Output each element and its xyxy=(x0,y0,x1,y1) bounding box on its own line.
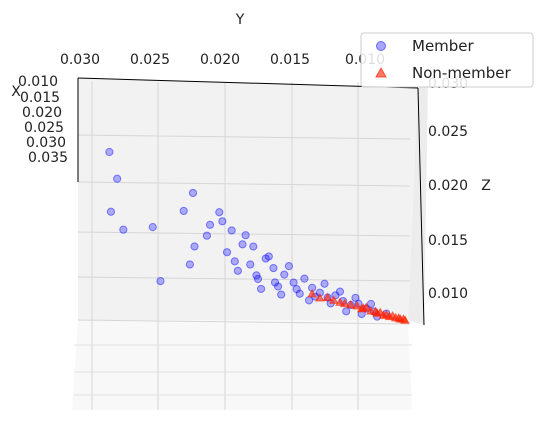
member-point xyxy=(241,231,250,240)
data-points xyxy=(105,147,410,324)
member-point xyxy=(320,279,329,288)
x-tick-label: 0.025 xyxy=(24,120,64,136)
x-tick-label: 0.035 xyxy=(28,150,68,166)
nonmember-point xyxy=(370,306,381,315)
member-point xyxy=(264,252,273,261)
member-point xyxy=(289,278,298,287)
floor-pane xyxy=(72,320,412,410)
member-point xyxy=(295,289,304,298)
x-axis-label: X xyxy=(11,84,21,100)
member-point xyxy=(246,260,255,269)
member-point xyxy=(256,284,266,294)
member-point xyxy=(218,217,227,226)
member-point xyxy=(269,263,278,273)
nonmember-point xyxy=(322,292,333,302)
y-tick-label: 0.025 xyxy=(130,52,170,68)
z-tick-label: 0.015 xyxy=(428,233,468,249)
member-point xyxy=(277,290,286,299)
member-point xyxy=(270,278,280,287)
x-tick-label: 0.010 xyxy=(18,74,58,90)
member-point xyxy=(227,226,236,235)
member-point xyxy=(179,206,188,216)
member-point xyxy=(261,254,270,263)
legend-nonmember-marker xyxy=(375,66,387,78)
legend-nonmember-label: Non-member xyxy=(412,64,512,82)
z-axis-label: Z xyxy=(481,178,491,194)
member-point xyxy=(188,188,198,198)
member-point xyxy=(105,147,114,157)
member-point xyxy=(300,274,309,283)
member-point xyxy=(253,274,263,284)
y-tick-label: 0.030 xyxy=(60,52,100,68)
x-tick-label: 0.030 xyxy=(26,135,66,151)
member-point xyxy=(119,225,128,234)
member-point xyxy=(222,248,232,257)
right-pane xyxy=(408,85,428,325)
legend: Member Non-member xyxy=(360,32,534,88)
x-tick-label: 0.020 xyxy=(22,105,62,121)
member-point xyxy=(185,260,194,269)
member-point xyxy=(238,240,247,249)
y-tick-label: 0.015 xyxy=(270,52,310,68)
nonmember-point xyxy=(358,303,369,312)
member-point xyxy=(148,223,157,232)
nonmember-point xyxy=(381,309,392,319)
y-axis-label: Y xyxy=(235,12,245,28)
member-point xyxy=(252,271,261,280)
member-point xyxy=(249,242,258,251)
member-point xyxy=(284,262,294,271)
x-tick-label: 0.015 xyxy=(20,90,60,106)
grid-lines xyxy=(74,82,412,410)
back-pane xyxy=(78,78,418,320)
member-point xyxy=(351,293,360,302)
nonmember-point xyxy=(315,292,325,302)
z-tick-label: 0.010 xyxy=(428,286,468,302)
member-point xyxy=(280,270,289,279)
nonmember-point xyxy=(339,298,350,308)
member-point xyxy=(273,282,283,291)
member-point xyxy=(113,174,122,183)
nonmember-point xyxy=(328,295,339,304)
member-point xyxy=(233,266,242,275)
y-tick-label: 0.020 xyxy=(200,52,240,68)
member-point xyxy=(156,277,165,286)
nonmember-point xyxy=(352,300,362,310)
member-point xyxy=(106,207,116,216)
z-tick-label: 0.025 xyxy=(428,124,468,140)
member-point xyxy=(230,257,239,266)
nonmember-point xyxy=(398,314,409,323)
legend-member-marker xyxy=(376,41,386,51)
nonmember-point xyxy=(307,288,318,298)
member-point xyxy=(190,242,199,251)
legend-member-label: Member xyxy=(412,37,475,55)
member-point xyxy=(342,307,351,316)
member-point xyxy=(205,220,215,229)
member-point xyxy=(335,287,345,296)
member-point xyxy=(215,208,224,217)
member-point xyxy=(202,231,212,240)
z-tick-label: 0.020 xyxy=(428,178,468,194)
member-point xyxy=(292,285,301,294)
legend-box xyxy=(360,32,534,88)
